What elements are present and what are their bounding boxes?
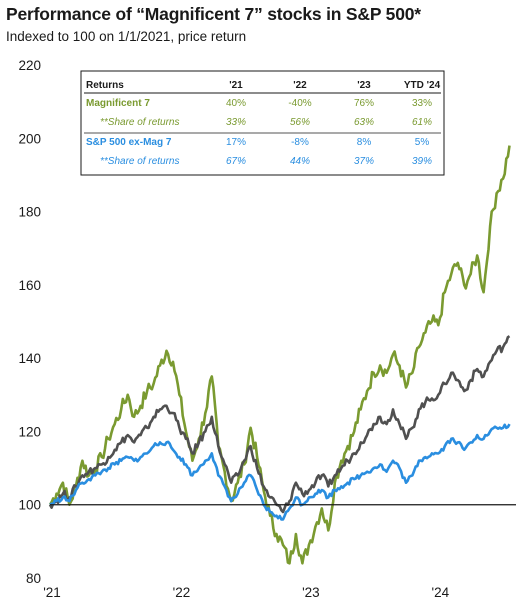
table-cell: 40%	[226, 98, 246, 109]
table-header-cell: '21	[229, 80, 243, 91]
y-tick-label: 100	[18, 498, 41, 513]
table-header-cell: Returns	[86, 80, 124, 91]
x-tick-label: '21	[43, 585, 61, 600]
table-cell: 33%	[412, 98, 432, 109]
table-header-cell: '23	[357, 80, 371, 91]
returns-table: Returns '21 '22 '23 YTD '24 Magnificent 7 40% -…	[80, 70, 445, 176]
x-tick-label: '23	[302, 585, 320, 600]
table-cell: 8%	[357, 137, 372, 148]
y-tick-label: 220	[18, 58, 41, 73]
y-axis: 80 100 120 140 160 180 200 220	[18, 58, 41, 586]
table-cell: 76%	[354, 98, 374, 109]
x-tick-label: '22	[173, 585, 191, 600]
x-axis: '21 '22 '23 '24	[43, 585, 449, 600]
table-cell: 44%	[290, 156, 310, 167]
series-layer	[48, 145, 511, 565]
table-cell: 63%	[354, 117, 374, 128]
table-header-cell: '22	[293, 80, 307, 91]
y-tick-label: 120	[18, 424, 41, 439]
table-frame	[80, 70, 445, 176]
table-header-cell: YTD '24	[404, 80, 441, 91]
table-row-label: Magnificent 7	[86, 98, 150, 109]
y-tick-label: 160	[18, 278, 41, 293]
x-tick-label: '24	[432, 585, 450, 600]
table-cell: 37%	[354, 156, 374, 167]
table-cell: -40%	[288, 98, 311, 109]
chart-subtitle: Indexed to 100 on 1/1/2021, price return	[6, 29, 247, 44]
series-line-sp500	[48, 335, 511, 514]
table-cell: 61%	[412, 117, 432, 128]
y-tick-label: 200	[18, 131, 41, 146]
y-tick-label: 140	[18, 351, 41, 366]
table-cell: 33%	[226, 117, 246, 128]
table-cell: -8%	[291, 137, 309, 148]
table-cell: 56%	[290, 117, 310, 128]
table-cell: 5%	[415, 137, 430, 148]
table-cell: 39%	[412, 156, 432, 167]
y-tick-label: 180	[18, 205, 41, 220]
y-tick-label: 80	[26, 571, 41, 586]
chart-title: Performance of “Magnificent 7” stocks in…	[6, 4, 421, 24]
series-line-mag7	[48, 145, 511, 565]
table-row-label: S&P 500 ex-Mag 7	[86, 137, 172, 148]
table-cell: 17%	[226, 137, 246, 148]
series-line-sp_ex	[49, 423, 511, 521]
table-row-label: **Share of returns	[100, 156, 180, 167]
table-cell: 67%	[226, 156, 246, 167]
table-row-label: **Share of returns	[100, 117, 180, 128]
